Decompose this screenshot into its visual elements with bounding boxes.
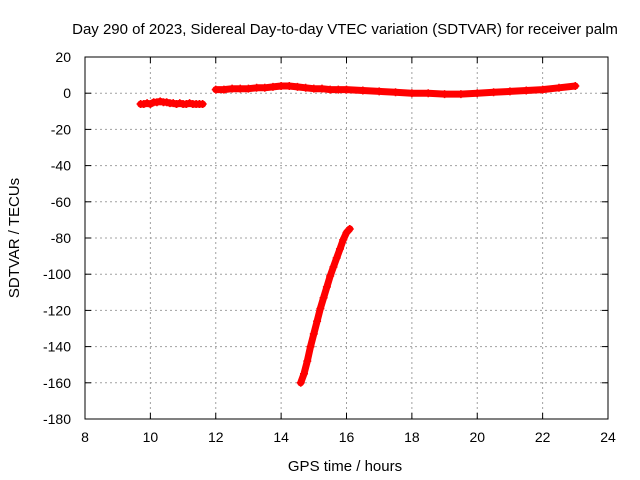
data-point-marker xyxy=(303,357,312,366)
data-point-marker xyxy=(260,83,269,92)
data-point-marker xyxy=(375,87,384,96)
plot-border xyxy=(84,56,609,420)
data-point-marker xyxy=(228,84,237,93)
data-point-marker xyxy=(268,82,277,91)
data-point-marker xyxy=(301,83,310,92)
data-point-marker xyxy=(342,85,351,94)
data-point-marker xyxy=(198,100,207,109)
data-point-marker xyxy=(335,244,344,253)
x-tick-label: 16 xyxy=(339,429,355,445)
x-tick-label: 14 xyxy=(273,429,289,445)
data-series xyxy=(136,81,580,387)
data-point-marker xyxy=(505,87,514,96)
y-tick-label: -40 xyxy=(51,158,71,174)
data-point-marker xyxy=(440,90,449,99)
data-point-marker xyxy=(277,81,286,90)
data-point-marker xyxy=(236,84,245,93)
data-point-marker xyxy=(219,85,228,94)
x-tick-label: 8 xyxy=(81,429,89,445)
data-point-marker xyxy=(317,84,326,93)
data-point-marker xyxy=(332,253,341,262)
data-point-marker xyxy=(538,85,547,94)
y-axis-label: SDTVAR / TECUs xyxy=(6,178,23,298)
y-tick-label: 20 xyxy=(55,49,71,65)
y-tick-label: -20 xyxy=(51,121,71,137)
x-tick-label: 12 xyxy=(208,429,224,445)
data-point-marker xyxy=(319,293,328,302)
data-point-marker xyxy=(345,224,354,233)
data-point-marker xyxy=(407,89,416,98)
data-point-marker xyxy=(473,89,482,98)
y-tick-label: -140 xyxy=(43,339,71,355)
data-point-marker xyxy=(309,84,318,93)
data-point-marker xyxy=(326,85,335,94)
x-axis-label: GPS time / hours xyxy=(288,458,402,475)
y-tick-label: -80 xyxy=(51,230,71,246)
data-point-marker xyxy=(391,88,400,97)
data-point-marker xyxy=(456,90,465,99)
data-point-marker xyxy=(322,282,331,291)
data-point-marker xyxy=(252,83,261,92)
data-point-marker xyxy=(339,235,348,244)
data-point-marker xyxy=(300,369,309,378)
data-point-marker xyxy=(489,88,498,97)
data-point-marker xyxy=(424,89,433,98)
chart-title: Day 290 of 2023, Sidereal Day-to-day VTE… xyxy=(72,21,618,38)
data-point-marker xyxy=(329,262,338,271)
axes: 8 10 12 14 16 18 20 22 24 20 0 -20 -40 -60 -80 -100 -120… xyxy=(43,49,616,445)
y-tick-label: -160 xyxy=(43,375,71,391)
x-tick-label: 24 xyxy=(600,429,616,445)
data-point-marker xyxy=(316,304,325,313)
data-point-marker xyxy=(285,81,294,90)
data-point-marker xyxy=(334,85,343,94)
data-point-marker xyxy=(571,81,580,90)
x-tick-label: 22 xyxy=(535,429,551,445)
y-tick-label: -120 xyxy=(43,302,71,318)
data-point-marker xyxy=(313,317,322,326)
data-point-marker xyxy=(306,342,315,351)
y-tick-label: 0 xyxy=(63,85,71,101)
data-point-marker xyxy=(293,82,302,91)
x-tick-label: 10 xyxy=(143,429,159,445)
data-point-marker xyxy=(309,329,318,338)
data-point-marker xyxy=(522,86,531,95)
y-tick-label: -100 xyxy=(43,266,71,282)
data-point-marker xyxy=(554,83,563,92)
data-point-marker xyxy=(296,378,305,387)
series-band-3 xyxy=(297,225,354,387)
data-point-marker xyxy=(326,272,335,281)
x-tick-label: 18 xyxy=(404,429,420,445)
data-point-marker xyxy=(244,84,253,93)
data-point-marker xyxy=(211,85,220,94)
data-point-marker xyxy=(358,86,367,95)
y-tick-label: -180 xyxy=(43,411,71,427)
x-tick-label: 20 xyxy=(469,429,485,445)
y-tick-label: -60 xyxy=(51,194,71,210)
